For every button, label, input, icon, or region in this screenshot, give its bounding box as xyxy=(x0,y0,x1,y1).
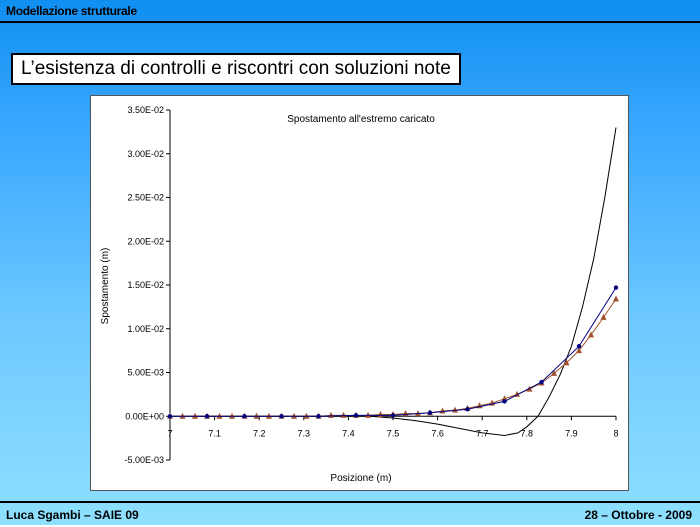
header-title: Modellazione strutturale xyxy=(6,4,137,18)
data-point xyxy=(600,313,607,320)
data-point xyxy=(216,412,223,419)
data-point xyxy=(588,331,595,338)
data-point xyxy=(316,414,321,419)
y-tick-label: -5.00E-03 xyxy=(124,455,164,465)
data-point xyxy=(365,411,372,418)
chart: Spostamento all'estremo caricato Posizio… xyxy=(90,95,629,491)
data-point xyxy=(551,369,558,376)
x-tick-label: 7.9 xyxy=(565,428,578,438)
data-point xyxy=(613,295,619,302)
data-point xyxy=(179,412,186,419)
y-axis-label: Spostamento (m) xyxy=(100,248,111,325)
footer-bar: Luca Sgambi – SAIE 09 28 – Ottobre - 200… xyxy=(0,501,700,527)
data-point xyxy=(613,285,619,290)
chart-title: Spostamento all'estremo caricato xyxy=(287,114,435,125)
y-tick-label: 5.00E-03 xyxy=(127,368,164,378)
data-point xyxy=(502,399,507,404)
data-point xyxy=(414,410,421,417)
data-point xyxy=(465,407,470,412)
x-tick-label: 7.3 xyxy=(298,428,311,438)
data-point xyxy=(427,410,433,415)
series-line xyxy=(170,298,617,417)
data-point xyxy=(303,412,310,419)
data-point xyxy=(167,414,173,419)
data-point xyxy=(279,414,284,419)
series-line xyxy=(170,127,617,437)
data-point xyxy=(328,411,335,418)
x-tick-label: 7 xyxy=(167,428,172,438)
data-point xyxy=(501,395,508,402)
data-point xyxy=(191,412,198,419)
data-point xyxy=(576,344,582,349)
data-point xyxy=(266,412,273,419)
x-tick-label: 8 xyxy=(613,428,618,438)
y-tick-label: 1.00E-02 xyxy=(127,324,164,334)
data-point xyxy=(563,359,570,366)
y-tick-label: 3.50E-02 xyxy=(127,105,164,115)
x-tick-label: 7.4 xyxy=(342,428,355,438)
y-tick-label: 1.50E-02 xyxy=(127,280,164,290)
data-point xyxy=(390,413,396,418)
y-tick-label: 2.00E-02 xyxy=(127,236,164,246)
data-point xyxy=(242,414,247,419)
data-point xyxy=(253,412,260,419)
y-tick-label: 0.00E+00 xyxy=(125,411,164,421)
x-axis-label: Posizione (m) xyxy=(330,473,391,484)
data-point xyxy=(575,347,582,354)
data-point xyxy=(290,412,297,419)
x-tick-label: 7.5 xyxy=(387,428,400,438)
footer-date: 28 – Ottobre - 2009 xyxy=(584,508,692,522)
y-tick-label: 2.50E-02 xyxy=(127,193,164,203)
footer-author: Luca Sgambi – SAIE 09 xyxy=(6,508,139,522)
data-point xyxy=(204,414,210,419)
header-bar: Modellazione strutturale xyxy=(0,0,700,23)
x-tick-label: 7.1 xyxy=(208,428,221,438)
data-point xyxy=(353,413,359,418)
slide-title: L’esistenza di controlli e riscontri con… xyxy=(11,53,461,85)
x-tick-label: 7.2 xyxy=(253,428,266,438)
data-point xyxy=(228,412,235,419)
x-tick-label: 7.8 xyxy=(521,428,534,438)
data-point xyxy=(451,406,458,413)
x-tick-label: 7.6 xyxy=(431,428,444,438)
chart-svg: Spostamento all'estremo caricato Posizio… xyxy=(100,105,619,484)
data-point xyxy=(340,411,347,418)
data-point xyxy=(539,379,544,385)
y-tick-label: 3.00E-02 xyxy=(127,149,164,159)
